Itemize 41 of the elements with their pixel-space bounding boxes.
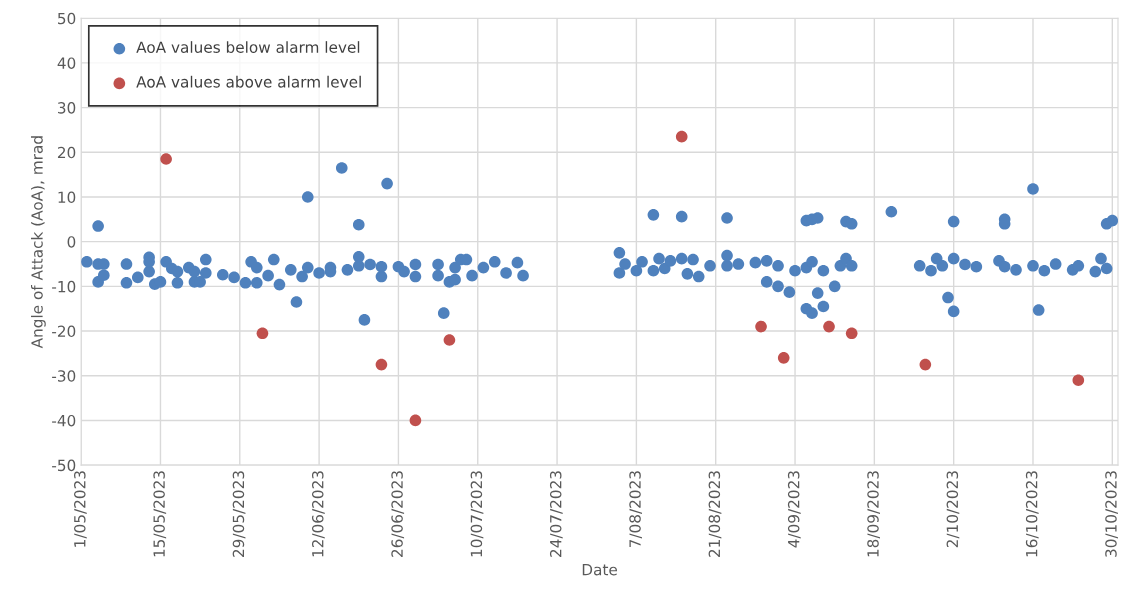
y-tick-label: -50 <box>52 459 76 472</box>
point <box>777 352 790 364</box>
point <box>919 358 932 371</box>
y-axis-title: Angle of Attack (AoA), mrad <box>30 136 46 349</box>
x-tick-label: 21/08/2023 <box>708 471 722 557</box>
legend-label: AoA values above alarm level <box>136 75 361 88</box>
point <box>256 327 269 340</box>
point <box>409 414 422 427</box>
x-tick-label: 26/06/2023 <box>391 471 405 557</box>
x-tick-label: 12/06/2023 <box>311 471 325 557</box>
x-tick-label: 2/10/2023 <box>946 471 960 548</box>
x-tick-label: 4/09/2023 <box>787 471 801 548</box>
x-tick-label: 18/09/2023 <box>867 471 880 557</box>
point <box>823 320 835 333</box>
y-tick-label: 20 <box>57 146 76 159</box>
y-tick-label: 40 <box>57 57 76 69</box>
point <box>755 320 767 333</box>
y-tick-label: 0 <box>67 236 76 248</box>
x-tick-label: 29/05/2023 <box>232 471 246 557</box>
x-tick-label: 24/07/2023 <box>549 471 563 557</box>
x-tick-label: 1/05/2023 <box>74 471 87 547</box>
point <box>1072 374 1085 387</box>
point <box>675 130 688 143</box>
y-tick-label: 50 <box>58 12 76 25</box>
point <box>375 358 388 371</box>
point <box>845 327 858 340</box>
y-tick-label: -40 <box>52 414 76 427</box>
y-tick-label: -20 <box>52 325 76 338</box>
point <box>160 153 172 165</box>
y-tick-label: 30 <box>58 102 76 114</box>
x-tick-label: 30/10/2023 <box>1105 471 1118 557</box>
x-tick-label: 16/10/2023 <box>1025 471 1039 557</box>
legend-label: AoA values below alarm level <box>136 41 360 53</box>
point <box>443 334 456 346</box>
x-tick-label: 15/05/2023 <box>153 471 167 557</box>
y-tick-label: -30 <box>52 370 76 382</box>
x-tick-label: 7/08/2023 <box>629 471 643 548</box>
y-tick-label: 10 <box>58 191 76 204</box>
y-tick-label: -10 <box>52 280 76 293</box>
x-tick-label: 10/07/2023 <box>470 471 484 557</box>
x-axis-title: Date <box>582 564 618 576</box>
